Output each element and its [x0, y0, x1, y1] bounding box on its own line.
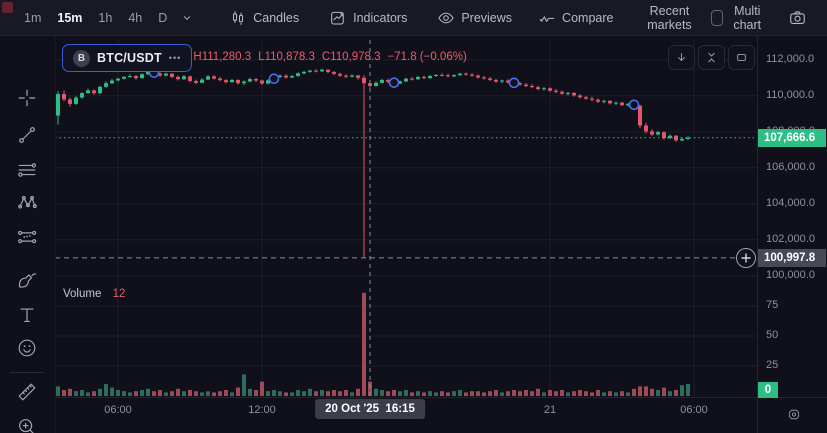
legend-close: C110,978.3 [321, 51, 381, 63]
timeframe-menu-button[interactable] [177, 6, 197, 30]
coin-logo: B [73, 49, 90, 67]
multi-chart-toggle[interactable]: Multi chart [705, 0, 772, 36]
crosshair-icon [18, 89, 36, 107]
pane-button-group [668, 45, 755, 70]
indicators-label: Indicators [353, 10, 408, 25]
symbol-selector[interactable]: B BTC/USDT ••• [62, 44, 193, 72]
collapse-icon [708, 52, 715, 63]
plus-icon [741, 253, 751, 263]
trend-line-icon [19, 127, 35, 143]
arrow-down-icon [678, 53, 685, 61]
axis-settings-button[interactable] [780, 402, 808, 426]
recent-markets-button[interactable]: Recent markets [633, 0, 705, 36]
recent-markets-label: Recent markets [647, 3, 692, 32]
compare-button[interactable]: Compare [532, 5, 619, 31]
legend-change: −71.8 (−0.06%) [387, 51, 467, 63]
text-icon [20, 308, 34, 323]
rail-divider [10, 372, 44, 373]
chart-type-button[interactable]: Candles [223, 5, 305, 31]
timeframe-group: 1m 15m 1h 4h D [16, 7, 175, 29]
legend-high: H111,280.3 [193, 51, 252, 63]
compare-icon [539, 15, 555, 22]
tool-emoji[interactable] [10, 334, 44, 362]
timeframe-D[interactable]: D [150, 7, 175, 29]
timeframe-15m[interactable]: 15m [49, 7, 90, 29]
multi-chart-checkbox[interactable] [711, 9, 723, 26]
chart-type-label: Candles [253, 10, 300, 25]
brush-icon [18, 273, 37, 288]
symbol-menu-dots[interactable]: ••• [168, 53, 182, 63]
candles-icon [233, 10, 244, 25]
zoom-in-icon [19, 419, 34, 433]
previews-button[interactable]: Previews [431, 5, 518, 31]
time-axis-border [55, 397, 827, 398]
tool-forecast[interactable] [10, 223, 44, 251]
horizontal-lines-icon [18, 163, 37, 177]
emoji-icon [18, 339, 36, 357]
xabcd-pattern-icon [18, 195, 37, 209]
tool-brush[interactable] [10, 266, 44, 294]
app-badge [2, 2, 13, 13]
tool-measure-ruler[interactable] [10, 378, 44, 406]
indicators-button[interactable]: Indicators [323, 5, 413, 31]
timeframe-4h[interactable]: 4h [120, 7, 150, 29]
volume-value: 12 [112, 288, 126, 300]
legend-low: L110,878.3 [258, 51, 315, 63]
tool-fib-lines[interactable] [10, 156, 44, 184]
collapse-pane-button[interactable] [698, 45, 725, 70]
tool-crosshair[interactable] [10, 84, 44, 112]
indicators-icon [331, 11, 344, 25]
multi-chart-label: Multi chart [733, 3, 762, 32]
tool-text[interactable] [10, 301, 44, 329]
price-axis-border [757, 35, 758, 433]
maximize-pane-button[interactable] [728, 45, 755, 70]
scroll-to-recent-button[interactable] [668, 45, 695, 70]
chevron-down-icon [184, 15, 191, 20]
ruler-icon [18, 383, 36, 401]
maximize-icon [737, 54, 746, 61]
timeframe-1h[interactable]: 1h [90, 7, 120, 29]
gear-icon [788, 409, 800, 419]
top-toolbar: 1m 15m 1h 4h D Candles Indicators Previ [0, 0, 827, 36]
camera-icon [790, 11, 805, 24]
screenshot-button[interactable] [782, 4, 813, 31]
tool-trend-line[interactable] [10, 121, 44, 149]
compare-label: Compare [562, 10, 614, 25]
add-alert-plus-button[interactable] [736, 248, 756, 268]
tool-zoom-in[interactable] [10, 413, 44, 433]
drawing-tools-rail [0, 35, 56, 433]
timeframe-1m[interactable]: 1m [16, 7, 49, 29]
symbol-name: BTC/USDT [97, 51, 162, 65]
tool-xabcd-pattern[interactable] [10, 188, 44, 216]
volume-indicator[interactable]: Volume 12 [63, 288, 125, 300]
volume-label: Volume [63, 288, 102, 300]
eye-icon [438, 12, 454, 23]
forecast-icon [18, 230, 37, 244]
previews-label: Previews [461, 10, 513, 25]
